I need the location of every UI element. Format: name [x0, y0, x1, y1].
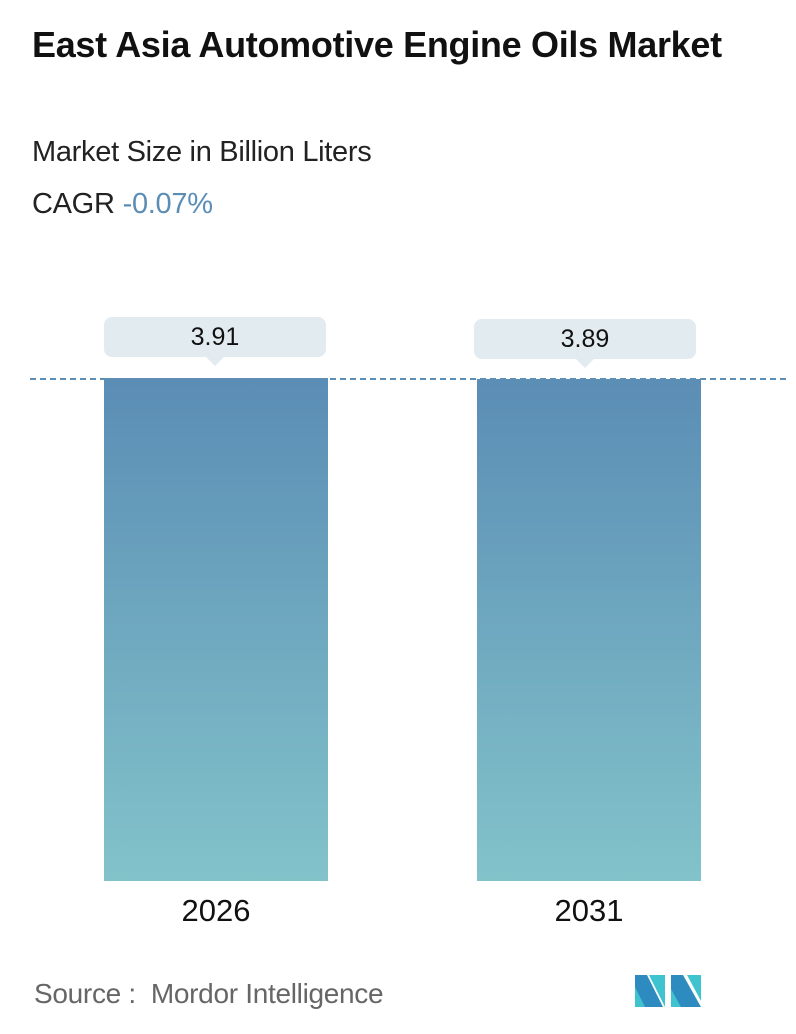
source-name: Mordor Intelligence [150, 978, 384, 1009]
cagr-value: -0.07% [122, 188, 213, 220]
cagr-label: CAGR [32, 188, 115, 220]
value-bubble-2031: 3.89 [474, 319, 696, 368]
source-label: Source : [34, 978, 136, 1009]
source-attribution: Source : Mordor Intelligence [34, 978, 384, 1010]
reference-dashed-line [30, 378, 786, 380]
mordor-intelligence-logo-icon [635, 975, 701, 1007]
chart-title: East Asia Automotive Engine Oils Market [32, 24, 722, 65]
bar-2026 [104, 378, 328, 881]
bar-2031 [477, 379, 701, 881]
chart-subtitle: Market Size in Billion Liters [32, 136, 372, 168]
cagr-row: CAGR -0.07% [32, 188, 213, 221]
x-label-2026: 2026 [181, 893, 251, 928]
value-bubble-2026: 3.91 [104, 317, 326, 366]
x-label-2031: 2031 [554, 893, 624, 928]
value-label: 3.89 [560, 324, 610, 353]
value-label: 3.91 [190, 322, 240, 351]
